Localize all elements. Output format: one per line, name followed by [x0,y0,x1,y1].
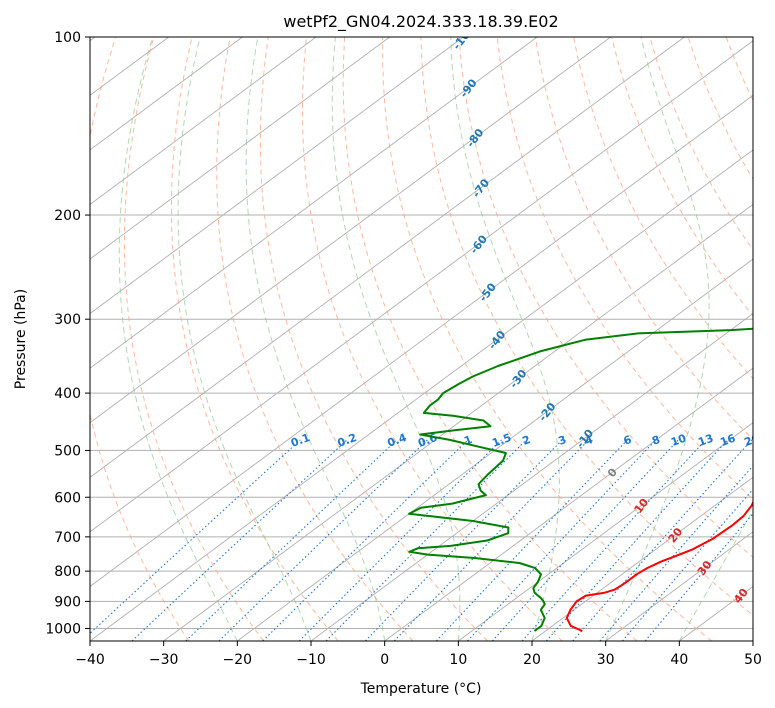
mixing-ratio-line [218,439,428,641]
isotherm-line [237,258,753,641]
dry-adiabat-line [611,37,753,317]
mixing-ratio-line [185,439,398,641]
mixing-ratio-label: 1.5 [490,431,513,450]
isotherm-line [531,476,753,641]
dry-adiabat-line [259,37,488,641]
y-tick-label: 600 [54,490,81,506]
mixing-ratio-label: 2 [521,433,533,448]
dry-adiabat-line [420,37,753,616]
dry-adiabat-line [123,37,264,641]
axes: −40 −30 −20 −10 0 10 20 30 40 50 1000 900 800 700 600 5… [45,30,762,668]
moist-adiabat-line [245,37,386,641]
y-tick-label: 500 [54,443,81,459]
y-tick-label: 300 [54,312,81,328]
mixing-ratio-label: 0.2 [336,431,359,450]
y-axis-label: Pressure (hPa) [13,289,29,389]
isotherm-line [384,367,753,641]
sounding-profiles [408,327,753,632]
x-tick-label: 20 [523,652,541,668]
mixing-ratio-line [572,439,753,641]
isotherm-line [458,422,753,641]
isotherm-line [605,531,753,641]
y-tick-label: 400 [54,386,81,402]
x-tick-label: −10 [296,652,326,668]
x-tick-label: −40 [75,652,105,668]
y-tick-label: 700 [54,530,81,546]
mixing-ratio-label: 6 [622,433,634,448]
dry-adiabat-line [301,37,563,641]
mixing-ratio-line [90,439,301,635]
isotherm-line [90,37,317,206]
dry-adiabat-line [573,37,753,380]
chart-title: wetPf2_GN04.2024.333.18.39.E02 [283,12,558,32]
isotherm-line [90,37,391,260]
x-tick-label: 40 [670,652,688,668]
isotherm-line [90,94,753,587]
mixing-ratio-label: 3 [557,433,569,448]
mixing-ratio-line [491,439,679,641]
mixing-ratio-line [393,439,590,641]
moist-adiabat-line [331,37,461,641]
isotherm-line [90,40,753,533]
mixing-ratio-line [435,439,628,641]
mixing-ratio-label: 8 [650,433,662,448]
dry-adiabat-line [90,37,190,641]
mixing-ratio-label: 1 [462,433,474,448]
y-tick-label: 200 [54,208,81,224]
x-tick-label: 10 [449,652,467,668]
x-axis-label: Temperature (°C) [360,681,482,697]
y-tick-label: 1000 [45,621,81,637]
x-tick-label: 0 [380,652,389,668]
mixing-ratio-label: 20 [743,432,762,450]
isotherm-line [163,203,753,641]
mixing-ratio-label: 0.4 [386,431,409,450]
mixing-ratio-label: 0.1 [289,431,312,450]
dry-adiabat-line [342,37,638,641]
moist-adiabat-line [118,37,238,641]
background-lines [90,37,753,641]
isotherm-line [90,37,243,151]
moist-adiabat-line [177,37,312,641]
dry-adiabat-line [458,37,753,559]
moist-adiabat-line [450,37,560,641]
isotherm-line [90,37,538,369]
mixing-ratio-label: 13 [696,432,715,449]
y-tick-label: 900 [54,594,81,610]
mixing-ratio-label: 10 [669,432,688,450]
dry-adiabat-line [496,37,753,500]
dry-adiabat-line [216,37,414,641]
isotherm-line [90,37,685,478]
x-tick-label: −30 [149,652,179,668]
y-tick-label: 800 [54,564,81,580]
mixing-ratio-line [262,439,469,641]
plot-frame [89,36,754,642]
isotherm-line [90,37,612,424]
isotherm-line [90,37,464,315]
dry-adiabat-line [534,37,753,441]
x-tick-label: 30 [597,652,615,668]
y-tick-label: 100 [54,30,81,46]
mixing-ratio-label: 4 [583,433,595,448]
x-tick-label: 50 [744,652,762,668]
dewpoint-profile [408,327,753,632]
dry-adiabat-line [382,37,713,641]
isotherm-line [90,149,753,641]
x-tick-label: −20 [223,652,253,668]
temperature-profile [565,500,753,632]
mixing-ratio-line [599,465,753,641]
mixing-ratio-line [467,439,657,641]
mixing-ratio-line [364,439,563,641]
mixing-ratio-label: 16 [718,432,737,450]
